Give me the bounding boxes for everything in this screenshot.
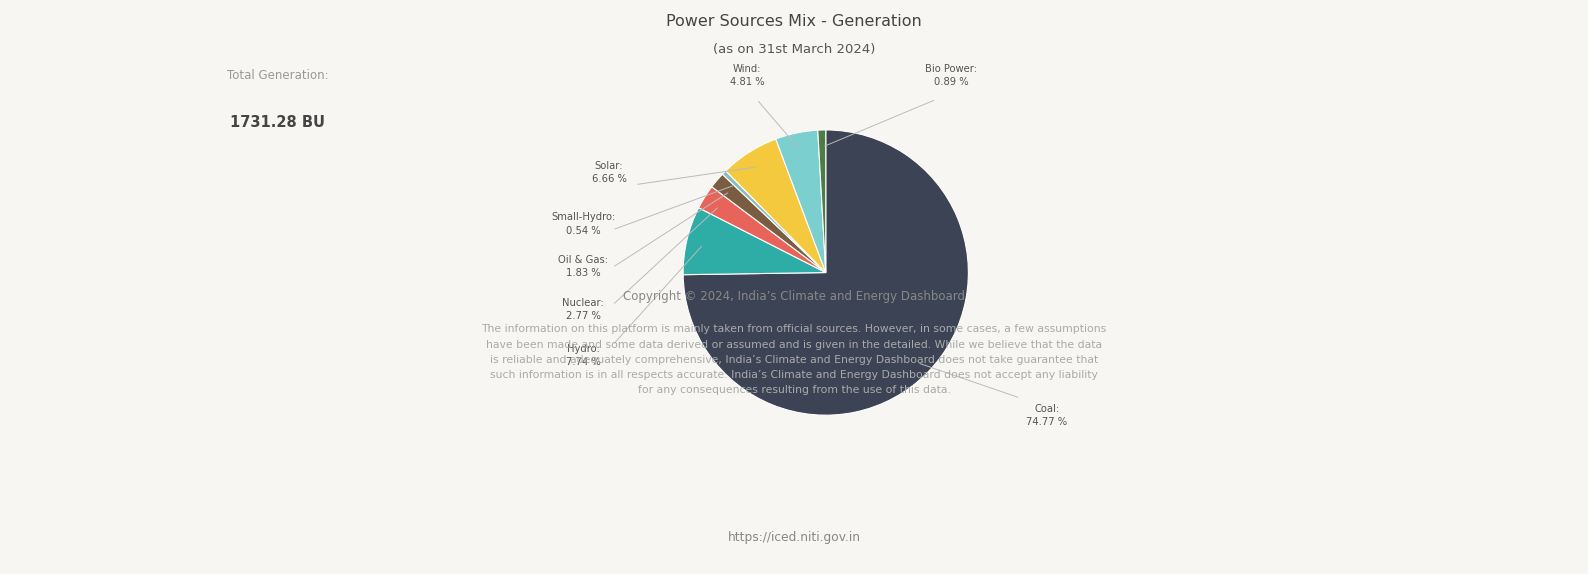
Text: Coal:
74.77 %: Coal: 74.77 % xyxy=(1026,404,1067,427)
Wedge shape xyxy=(818,130,826,273)
Text: (as on 31st March 2024): (as on 31st March 2024) xyxy=(713,43,875,56)
Text: Power Sources Mix - Generation: Power Sources Mix - Generation xyxy=(665,14,923,29)
Wedge shape xyxy=(777,130,826,273)
Wedge shape xyxy=(683,208,826,275)
Wedge shape xyxy=(711,174,826,273)
Text: Oil & Gas:
1.83 %: Oil & Gas: 1.83 % xyxy=(559,255,608,278)
Text: Solar:
6.66 %: Solar: 6.66 % xyxy=(591,161,626,184)
Text: Small-Hydro:
0.54 %: Small-Hydro: 0.54 % xyxy=(551,212,616,236)
Text: Total Generation:: Total Generation: xyxy=(227,69,329,82)
Text: https://iced.niti.gov.in: https://iced.niti.gov.in xyxy=(727,531,861,544)
Text: 1731.28 BU: 1731.28 BU xyxy=(230,115,326,130)
Wedge shape xyxy=(726,139,826,273)
Text: Bio Power:
0.89 %: Bio Power: 0.89 % xyxy=(926,64,977,87)
Text: Hydro:
7.74 %: Hydro: 7.74 % xyxy=(565,344,600,367)
Text: The information on this platform is mainly taken from official sources. However,: The information on this platform is main… xyxy=(481,324,1107,395)
Text: Copyright © 2024, India’s Climate and Energy Dashboard: Copyright © 2024, India’s Climate and En… xyxy=(622,290,966,303)
Wedge shape xyxy=(699,187,826,273)
Text: Wind:
4.81 %: Wind: 4.81 % xyxy=(730,64,765,87)
Wedge shape xyxy=(723,171,826,273)
Text: Nuclear:
2.77 %: Nuclear: 2.77 % xyxy=(562,298,603,321)
Wedge shape xyxy=(683,130,969,415)
